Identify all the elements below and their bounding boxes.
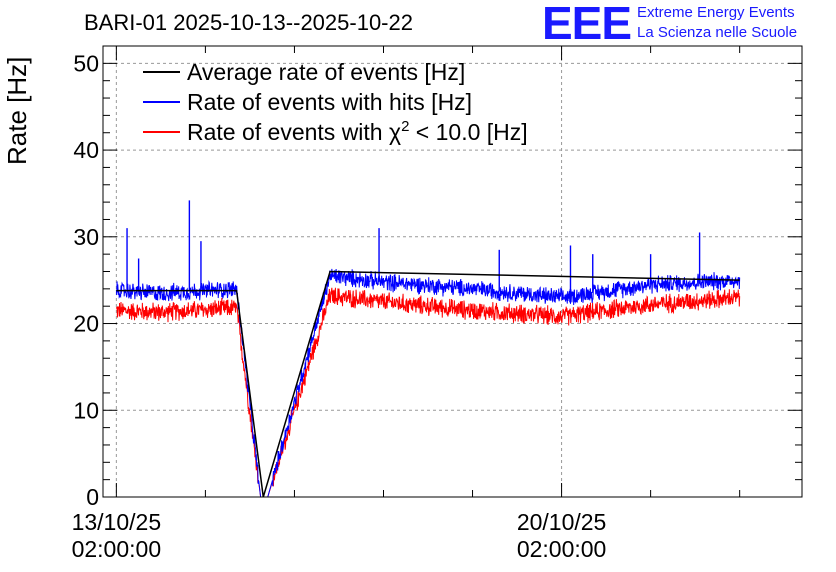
legend-entry: Average rate of events [Hz] xyxy=(187,59,465,85)
legend: Average rate of events [Hz] Rate of event… xyxy=(143,59,528,145)
series-line xyxy=(115,268,741,498)
y-tick-label: 40 xyxy=(73,137,99,163)
chart-title: BARI-01 2025-10-13--2025-10-22 xyxy=(84,10,413,35)
series-2 xyxy=(115,287,741,498)
logo-line-2: La Scienza nelle Scuole xyxy=(637,24,798,41)
x-tick-label-time: 02:00:00 xyxy=(517,536,607,562)
x-tick-label-date: 20/10/25 xyxy=(517,509,607,535)
legend-entry: Rate of events with χ2 < 10.0 [Hz] xyxy=(187,118,528,145)
legend-entry: Rate of events with hits [Hz] xyxy=(187,89,472,115)
y-tick-label: 0 xyxy=(86,484,99,510)
logo-line-1: Extreme Energy Events xyxy=(637,4,795,21)
x-tick-label-date: 13/10/25 xyxy=(72,509,162,535)
y-tick-label: 50 xyxy=(73,50,99,76)
y-tick-label: 10 xyxy=(73,397,99,423)
y-tick-label: 20 xyxy=(73,311,99,337)
series-1 xyxy=(115,200,741,498)
series-line xyxy=(115,287,741,498)
eee-logo-mark: EEE xyxy=(542,0,632,49)
x-tick-label-time: 02:00:00 xyxy=(72,536,162,562)
y-tick-label: 30 xyxy=(73,224,99,250)
